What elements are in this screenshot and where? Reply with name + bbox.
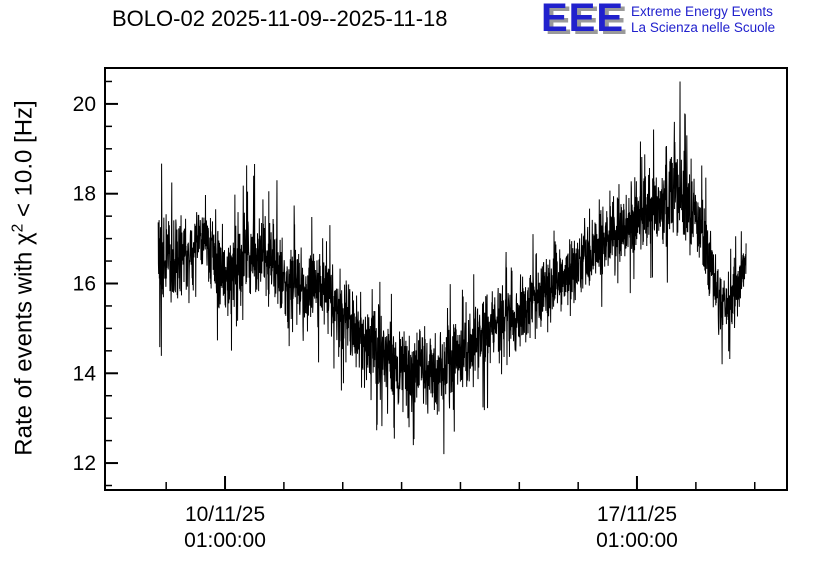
eee-logo-line1: Extreme Energy Events xyxy=(631,4,773,19)
y-tick-label: 16 xyxy=(73,272,96,295)
eee-logo-acronym: EEE xyxy=(541,0,625,40)
y-tick-label: 12 xyxy=(73,452,96,475)
eee-logo-text: Extreme Energy Events La Scienza nelle S… xyxy=(631,4,775,37)
y-tick-label: 20 xyxy=(73,93,96,116)
x-tick-label-date: 17/11/25 xyxy=(597,503,677,526)
x-tick-label-date: 10/11/25 xyxy=(185,503,265,526)
eee-logo: EEE Extreme Energy Events La Scienza nel… xyxy=(541,0,775,40)
y-tick-label: 14 xyxy=(73,362,97,385)
eee-logo-line2: La Scienza nelle Scuole xyxy=(631,20,776,36)
rate-data-series xyxy=(157,81,747,455)
chart-title: BOLO-02 2025-11-09--2025-11-18 xyxy=(112,6,448,31)
y-tick-label: 18 xyxy=(73,183,96,206)
x-tick-label-time: 01:00:00 xyxy=(184,529,266,552)
x-tick-label-time: 01:00:00 xyxy=(596,529,678,552)
plot-frame xyxy=(104,67,788,491)
